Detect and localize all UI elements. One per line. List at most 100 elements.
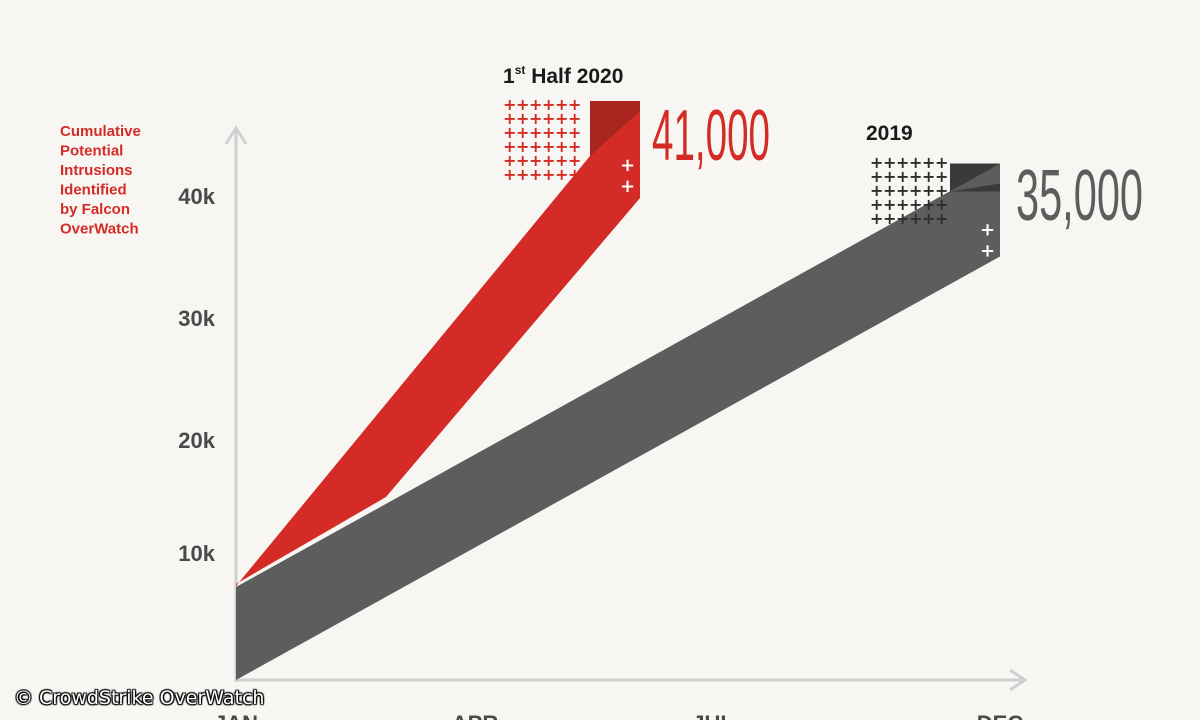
x-tick-label: JUL [692, 711, 734, 720]
plus-mark: + [503, 151, 516, 170]
plus-mark: + [896, 167, 909, 186]
plus-pattern-2019: + + + + + ++ + + + + ++ + + + + ++ + + + + ++ + + + + + [870, 153, 948, 228]
plus-mark: + [870, 195, 883, 214]
plus-mark: + [568, 109, 581, 128]
series-name-2019: 2019 [866, 122, 913, 145]
plus-mark: + [980, 241, 995, 262]
series-band-2019 [236, 163, 1000, 680]
plus-mark: + [620, 155, 635, 176]
plus-mark: + [542, 137, 555, 156]
plus-mark: + [555, 109, 568, 128]
plus-mark: + [909, 181, 922, 200]
plus-mark: + [516, 137, 529, 156]
x-tick-label: DEC [977, 711, 1024, 720]
series-decorations: + + + + + ++ + + + + ++ + + + + ++ + + + + ++ + + + + ++++ + + + + ++ +… [503, 95, 995, 262]
plus-mark: + [568, 165, 581, 184]
plus-mark: + [870, 153, 883, 172]
plus-mark: + [620, 176, 635, 197]
plus-pattern-2020: + + + + + ++ + + + + ++ + + + + ++ + + + + ++ + + + + ++ + + + + + [503, 95, 581, 184]
plus-mark: + [555, 95, 568, 114]
plus-mark: + [568, 151, 581, 170]
watermark-text: © CrowdStrike OverWatch [14, 687, 265, 709]
plus-mark: + [922, 209, 935, 228]
y-axis-title-line: OverWatch [60, 221, 139, 238]
plus-mark: + [922, 181, 935, 200]
value-label-2019: 35,000 [1016, 156, 1143, 236]
plus-mark: + [529, 165, 542, 184]
plus-mark: + [896, 153, 909, 172]
series-labels: 1st Half 2020 2019 41,000 35,000 [503, 63, 1143, 236]
plus-mark: + [542, 165, 555, 184]
plus-mark: + [516, 109, 529, 128]
x-tick-labels: JAN APR JUL DEC [214, 711, 1023, 720]
plus-mark: + [516, 123, 529, 142]
plus-mark: + [909, 209, 922, 228]
plus-mark: + [922, 153, 935, 172]
plus-mark: + [503, 109, 516, 128]
plus-mark: + [935, 209, 948, 228]
plus-mark: + [883, 181, 896, 200]
plus-mark: + [503, 95, 516, 114]
plus-mark: + [883, 209, 896, 228]
plus-mark: + [555, 137, 568, 156]
plus-mark: + [870, 209, 883, 228]
y-tick-label: 30k [178, 306, 215, 331]
plus-mark: + [896, 209, 909, 228]
plus-mark: + [503, 123, 516, 142]
plus-mark: + [529, 109, 542, 128]
y-tick-label: 10k [178, 541, 215, 566]
plus-mark: + [555, 165, 568, 184]
y-axis-arrow [224, 125, 248, 145]
plus-mark: + [935, 153, 948, 172]
plus-mark: + [542, 109, 555, 128]
plus-mark: + [568, 123, 581, 142]
plus-mark: + [555, 151, 568, 170]
plus-mark: + [909, 153, 922, 172]
series-cap-slope-2020 [590, 111, 640, 238]
plus-mark: + [516, 95, 529, 114]
plus-mark: + [529, 137, 542, 156]
y-axis-title-line: Identified [60, 182, 127, 199]
x-tick-label: JAN [214, 711, 258, 720]
y-axis-title-line: Cumulative [60, 123, 141, 140]
plus-mark: + [568, 137, 581, 156]
x-axis-arrow [1009, 668, 1028, 692]
plus-mark: + [516, 165, 529, 184]
y-axis-title: Cumulative Potential Intrusions Identified b… [60, 123, 141, 238]
y-axis-title-line: Intrusions [60, 162, 133, 179]
plus-mark: + [503, 165, 516, 184]
plus-mark: + [870, 167, 883, 186]
series-bands [236, 101, 1000, 680]
plus-mark: + [909, 167, 922, 186]
plus-mark: + [980, 220, 995, 241]
plus-mark: + [896, 181, 909, 200]
plus-mark: + [529, 151, 542, 170]
plus-mark: + [516, 151, 529, 170]
plus-mark: + [935, 195, 948, 214]
plus-mark: + [883, 153, 896, 172]
value-label-2020: 41,000 [652, 96, 770, 176]
plus-mark: + [896, 195, 909, 214]
series-name-2020: 1st Half 2020 [503, 63, 623, 88]
plus-mark: + [935, 181, 948, 200]
y-tick-label: 40k [178, 184, 215, 209]
y-tick-labels: 10k 20k 30k 40k [178, 184, 215, 566]
plus-mark: + [922, 195, 935, 214]
plus-mark: + [542, 151, 555, 170]
plus-mark: + [568, 95, 581, 114]
series-band-2020 [236, 101, 640, 586]
y-tick-label: 20k [178, 428, 215, 453]
plus-mark: + [870, 181, 883, 200]
y-axis-title-line: Potential [60, 143, 123, 160]
plus-mark: + [529, 123, 542, 142]
x-tick-label: APR [452, 711, 499, 720]
series-cap-slope-2019 [950, 163, 1000, 192]
plus-mark: + [542, 95, 555, 114]
plus-mark: + [883, 167, 896, 186]
plus-mark: + [529, 95, 542, 114]
plus-mark: + [922, 167, 935, 186]
plus-mark: + [909, 195, 922, 214]
plus-mark: + [503, 137, 516, 156]
plus-mark: + [935, 167, 948, 186]
